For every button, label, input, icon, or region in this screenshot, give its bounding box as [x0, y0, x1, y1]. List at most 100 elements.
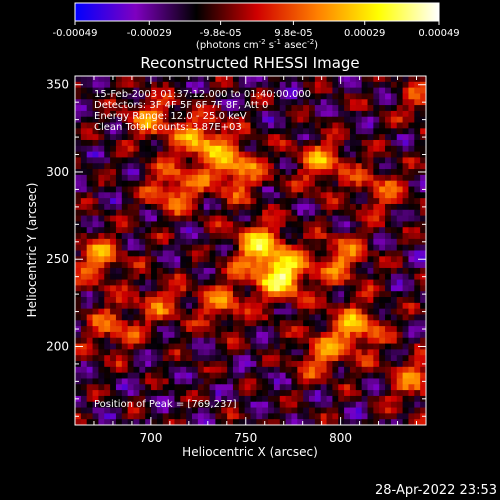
heatmap-cell [385, 337, 392, 344]
heatmap-cell [221, 180, 228, 187]
heatmap-cell [291, 395, 298, 403]
heatmap-cell [326, 139, 333, 147]
heatmap-cell [332, 186, 339, 193]
heatmap-cell [414, 169, 421, 176]
heatmap-cell [203, 227, 210, 234]
heatmap-cell [162, 343, 169, 350]
heatmap-cell [244, 215, 251, 222]
heatmap-cell [420, 419, 427, 426]
heatmap-cell [303, 349, 310, 356]
heatmap-cell [291, 180, 298, 187]
heatmap-cell [285, 361, 292, 368]
heatmap-cell [291, 221, 298, 228]
heatmap-cell [104, 238, 111, 246]
heatmap-cell [75, 262, 82, 269]
heatmap-cell [168, 122, 175, 129]
heatmap-cell [145, 215, 152, 222]
heatmap-cell [174, 267, 181, 275]
heatmap-cell [86, 122, 93, 129]
heatmap-cell [326, 273, 333, 280]
heatmap-cell [121, 93, 129, 100]
heatmap-cell [344, 273, 351, 280]
heatmap-cell [110, 384, 117, 391]
heatmap-cell [303, 145, 310, 153]
heatmap-cell [209, 215, 216, 222]
heatmap-cell [115, 355, 123, 362]
heatmap-cell [309, 93, 316, 100]
heatmap-cell [250, 128, 257, 135]
heatmap-cell [390, 390, 398, 397]
heatmap-cell [75, 366, 82, 374]
heatmap-cell [98, 198, 105, 205]
heatmap-cell [291, 238, 298, 246]
heatmap-cell [361, 401, 368, 408]
heatmap-cell [402, 99, 409, 106]
heatmap-cell [115, 372, 123, 379]
heatmap-cell [273, 134, 281, 141]
heatmap-cell [379, 203, 386, 211]
heatmap-cell [227, 355, 234, 362]
heatmap-cell [121, 314, 129, 321]
heatmap-cell [104, 203, 111, 211]
heatmap-cell [285, 99, 292, 106]
heatmap-cell [238, 169, 246, 176]
heatmap-cell [344, 244, 351, 251]
heatmap-cell [256, 209, 263, 216]
heatmap-cell [227, 308, 234, 315]
heatmap-cell [390, 291, 398, 298]
heatmap-cell [80, 99, 88, 106]
heatmap-cell [268, 395, 275, 403]
heatmap-cell [186, 314, 193, 321]
heatmap-cell [115, 139, 123, 147]
heatmap-cell [320, 198, 327, 205]
heatmap-cell [127, 116, 134, 123]
heatmap-cell [285, 366, 292, 374]
heatmap-cell [92, 192, 99, 199]
heatmap-cell [291, 378, 298, 385]
heatmap-cell [361, 116, 368, 123]
heatmap-cell [86, 76, 93, 83]
heatmap-cell [162, 349, 169, 356]
heatmap-cell [396, 151, 403, 158]
heatmap-cell [104, 145, 111, 153]
heatmap-cell [367, 186, 374, 193]
heatmap-cell [127, 331, 134, 339]
heatmap-cell [104, 401, 111, 408]
heatmap-cell [127, 186, 134, 193]
heatmap-cell [385, 343, 392, 350]
heatmap-cell [320, 192, 327, 199]
heatmap-cell [373, 355, 380, 362]
heatmap-cell [80, 326, 88, 333]
heatmap-cell [414, 320, 421, 327]
heatmap-cell [244, 337, 251, 344]
heatmap-cell [221, 349, 228, 356]
heatmap-cell [186, 244, 193, 251]
heatmap-cell [115, 378, 123, 385]
heatmap-cell [303, 87, 310, 94]
heatmap-cell [361, 163, 368, 170]
heatmap-cell [168, 302, 175, 310]
heatmap-cell [279, 273, 286, 280]
heatmap-cell [75, 233, 82, 240]
heatmap-cell [420, 355, 427, 362]
heatmap-cell [297, 378, 304, 385]
heatmap-cell [203, 285, 210, 292]
heatmap-cell [133, 413, 140, 420]
heatmap-cell [180, 407, 187, 414]
heatmap-cell [344, 99, 351, 106]
heatmap-cell [221, 139, 228, 147]
heatmap-cell [203, 279, 210, 286]
heatmap-cell [367, 169, 374, 176]
heatmap-cell [373, 122, 380, 129]
heatmap-cell [197, 145, 205, 153]
heatmap-cell [408, 285, 415, 292]
heatmap-cell [361, 337, 368, 344]
heatmap-cell [98, 302, 105, 310]
heatmap-cell [80, 320, 88, 327]
heatmap-cell [367, 413, 374, 420]
heatmap-cell [110, 169, 117, 176]
heatmap-cell [256, 291, 263, 298]
heatmap-cell [326, 361, 333, 368]
heatmap-cell [390, 151, 398, 158]
heatmap-cell [80, 203, 88, 211]
